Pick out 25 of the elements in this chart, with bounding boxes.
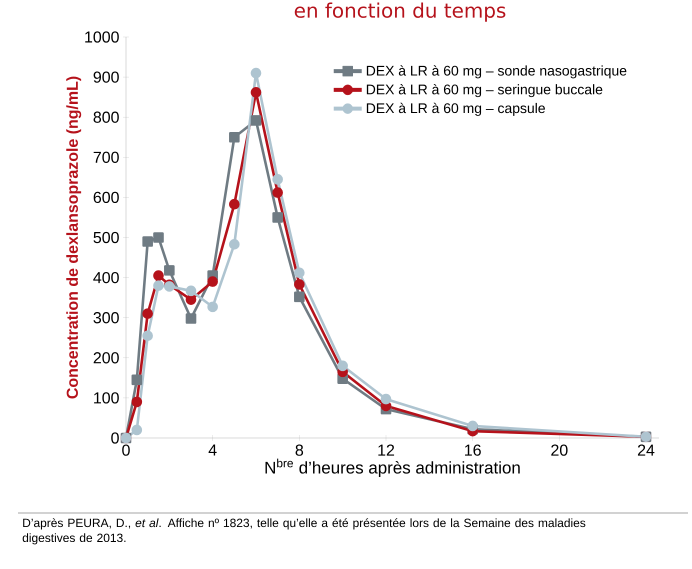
text: D’après PEURA, D., et al. Affiche nº 1823, telle qu’elle a été présentée lors de la Semaine des maladies digestives de 2013. [22, 518, 586, 544]
y-tick-label: 200 [94, 352, 119, 364]
y-tick-label: 900 [94, 71, 119, 83]
y-tick-label: 700 [94, 152, 119, 163]
x-tick-label: 0 [122, 444, 130, 456]
legend-label: DEX à LR à 60 mg – sonde nasogastrique [366, 65, 626, 78]
y-tick-label: 300 [93, 312, 119, 324]
y-tick-label: 400 [93, 272, 119, 284]
legend-label: DEX à LR à 60 mg – capsule [366, 102, 545, 116]
legend-label: DEX à LR à 60 mg – seringue buccale [366, 84, 602, 98]
y-axis-title: Concentration de dexlansoprazole (ng/mL) [66, 76, 82, 398]
x-tick-label: 4 [208, 444, 217, 456]
chart-title: en fonction du temps [294, 2, 506, 22]
y-tick-label: 0 [111, 432, 119, 444]
y-tick-label: 800 [94, 112, 119, 123]
x-axis-title: N$^{bre}$ d’heures après administration [266, 458, 520, 477]
x-tick-label: 24 [638, 444, 654, 456]
x-tick-label: 12 [378, 444, 394, 456]
y-tick-label: 100 [94, 392, 119, 404]
x-tick-label: 8 [296, 444, 304, 456]
x-tick-label: 16 [465, 444, 481, 456]
x-tick-label: 20 [551, 444, 568, 456]
y-tick-label: 600 [94, 192, 119, 204]
y-tick-label: 1000 [85, 31, 119, 43]
y-tick-label: 500 [94, 232, 119, 244]
